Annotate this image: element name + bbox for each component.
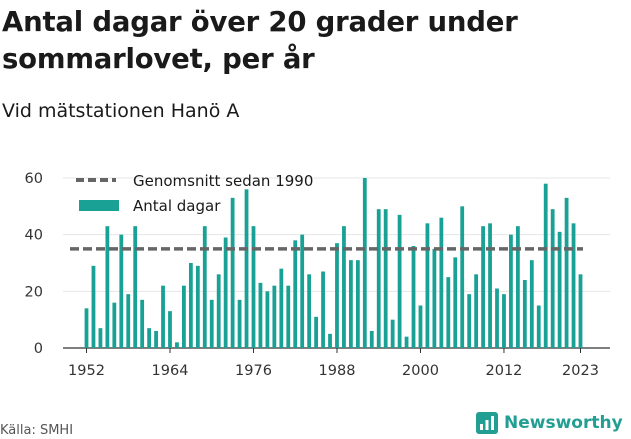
bar [439,217,444,348]
bar [223,237,228,348]
bar [348,260,353,348]
bar [230,197,235,348]
bar [529,260,534,348]
bar [175,342,179,348]
x-tick-label: 1964 [152,363,189,379]
brand-logo[interactable]: Newsworthy [476,409,623,437]
bar [571,223,576,348]
bar [105,226,110,348]
bar [300,234,305,348]
y-tick-label: 0 [34,341,43,357]
bar [133,226,138,348]
bar [140,299,145,348]
bar [328,333,332,348]
bar [314,316,319,348]
bar [126,294,131,348]
bar [488,223,492,348]
x-tick-label: 1988 [319,363,356,379]
bar [446,277,451,348]
bar [564,197,569,348]
bar [432,248,437,348]
bar [550,209,555,348]
bar [335,243,339,348]
bar [84,308,89,348]
legend-average-label: Genomsnitt sedan 1990 [133,172,313,190]
bar [369,331,374,348]
bar [536,305,541,348]
bar [154,331,158,348]
bar [390,319,395,348]
bar [293,240,298,348]
bar [258,282,263,348]
y-tick-label: 60 [25,171,43,187]
y-tick-label: 40 [25,228,43,244]
bar [161,285,165,348]
x-tick-label: 2000 [402,363,439,379]
legend-bar-label: Antal dagar [133,197,221,215]
legend: Genomsnitt sedan 1990 Antal dagar [76,172,313,215]
chart-icon [476,412,498,434]
bar [321,271,325,348]
x-axis-ticks: 1952 1964 1976 1988 2000 2012 2023 [68,348,599,379]
bar [474,274,479,348]
bar [272,285,277,348]
bar [543,183,548,348]
bar [91,265,96,348]
bar [481,226,485,348]
bar [376,209,381,348]
bar [209,299,214,348]
bar [355,260,360,348]
x-tick-label: 1976 [235,363,272,379]
chart-subtitle: Vid mätstationen Hanö A [2,100,240,122]
bar [195,265,200,348]
bar [202,226,207,348]
bar [98,328,103,348]
bar [307,274,312,348]
chart-svg: 0 20 40 60 1952 1964 1976 1988 2000 2012 2023 Gen… [25,171,610,379]
chart-title: Antal dagar över 20 grader under sommarl… [2,6,518,75]
bar [265,291,270,348]
bar [411,246,416,348]
bar [404,336,409,348]
bar [522,280,527,348]
bar [237,299,242,348]
bar [342,226,346,348]
bar-series [84,178,583,348]
bar [244,189,249,348]
x-tick-label: 2012 [486,363,523,379]
bar [147,328,152,348]
bar [495,288,499,348]
bar [286,285,291,348]
bar [216,274,221,348]
bar [425,223,430,348]
bar [502,294,506,348]
y-axis-ticks: 0 20 40 60 [25,171,43,357]
x-tick-label: 1952 [68,363,105,379]
bar [279,268,284,348]
bar [557,231,562,348]
y-tick-label: 20 [25,284,43,300]
bar [453,257,458,348]
bar [188,263,193,348]
brand-name: Newsworthy [504,413,623,433]
legend-bar-swatch [79,200,119,211]
bar [251,226,256,348]
bar [460,206,465,348]
bar [168,311,172,348]
source-note: Källa: SMHI [0,423,74,438]
bar [418,305,423,348]
bar [397,214,402,348]
bar [578,274,583,348]
bar [182,285,186,348]
bar [119,234,124,348]
x-tick-label: 2023 [562,363,599,379]
bar [112,302,117,348]
bar [467,294,472,348]
bar [362,178,367,348]
bar [515,226,520,348]
bar [509,234,513,348]
bar [383,209,388,348]
